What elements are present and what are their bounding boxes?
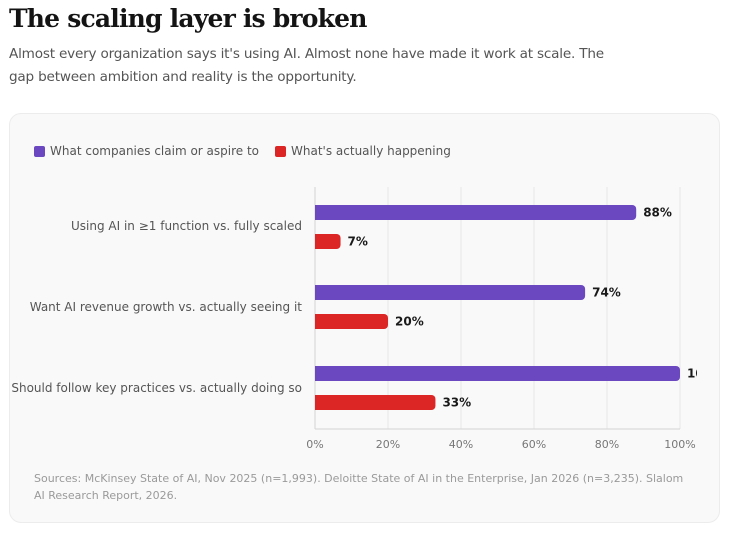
- data-label: 100%: [687, 367, 721, 381]
- legend-swatch-claim: [34, 145, 45, 157]
- page-title: The scaling layer is broken: [9, 4, 367, 33]
- chart-card: What companies claim or aspire to What's…: [9, 113, 720, 523]
- category-label: Should follow key practices vs. actually…: [11, 381, 302, 395]
- legend: What companies claim or aspire to What's…: [34, 144, 451, 158]
- legend-label-actual: What's actually happening: [291, 144, 451, 158]
- data-label: 74%: [592, 286, 621, 300]
- category-label: Want AI revenue growth vs. actually seei…: [29, 300, 302, 314]
- data-label: 20%: [395, 315, 424, 329]
- data-label: 33%: [442, 396, 471, 410]
- legend-item-claim: What companies claim or aspire to: [34, 144, 259, 158]
- legend-label-claim: What companies claim or aspire to: [50, 144, 260, 158]
- bar-actual: [315, 395, 436, 410]
- legend-item-actual: What's actually happening: [275, 144, 451, 158]
- data-label: 7%: [348, 235, 368, 249]
- page-subtitle: Almost every organization says it's usin…: [9, 46, 604, 85]
- x-tick-label: 80%: [595, 438, 619, 451]
- x-tick-label: 20%: [376, 438, 400, 451]
- bar-claim: [315, 205, 637, 220]
- x-tick-label: 40%: [449, 438, 473, 451]
- x-tick-label: 60%: [522, 438, 546, 451]
- bar-claim: [314, 285, 586, 300]
- x-tick-label: 0%: [306, 438, 323, 451]
- bar-claim: [315, 366, 680, 381]
- data-label: 88%: [643, 206, 672, 220]
- bar-actual: [315, 314, 388, 329]
- sources-note: Sources: McKinsey State of AI, Nov 2025 …: [34, 472, 684, 502]
- bar-actual: [315, 234, 341, 249]
- category-label: Using AI in ≥1 function vs. fully scaled: [71, 219, 302, 233]
- bar-chart-plot: 0% 20% 40% 60% 80% 100% 88% 7% 74% 20% 100% 33%: [306, 187, 721, 451]
- legend-swatch-actual: [275, 145, 287, 157]
- x-tick-label: 100%: [664, 438, 695, 451]
